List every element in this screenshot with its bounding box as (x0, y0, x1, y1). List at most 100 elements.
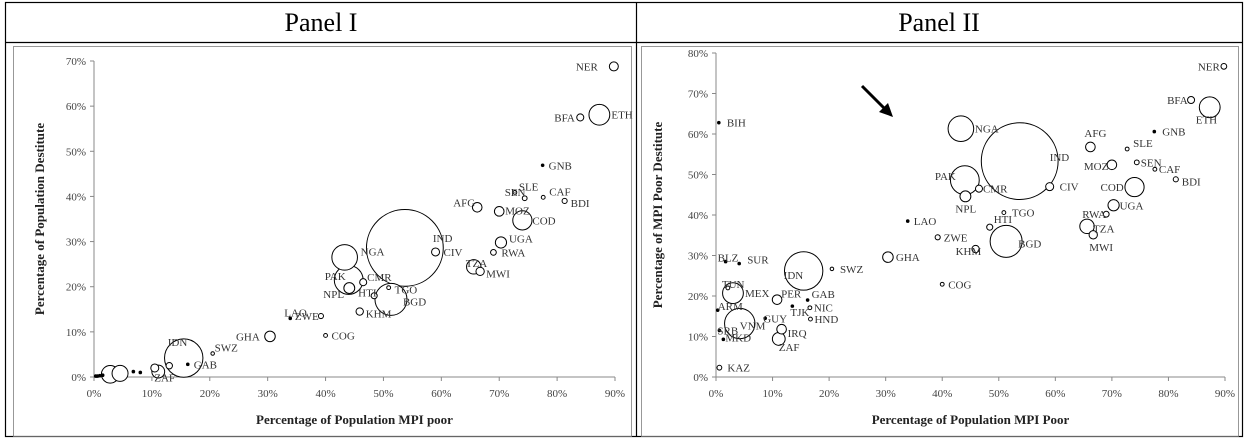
x-tick-label: 80% (547, 388, 567, 400)
point-label-swz: SWZ (215, 343, 239, 355)
data-point-sen (521, 195, 528, 202)
data-point-sen (1133, 159, 1140, 166)
data-point-afg (471, 201, 483, 213)
data-point-afg (1085, 141, 1096, 153)
y-tick-label: 20% (66, 282, 86, 294)
point-label-swz: SWZ (840, 264, 864, 276)
x-tick-label: 0% (87, 388, 102, 400)
data-point (97, 373, 102, 378)
data-point-caf (540, 194, 546, 200)
data-point (111, 364, 129, 382)
data-point-swz (829, 266, 835, 272)
annotation-arrow (860, 84, 893, 117)
x-tick-label: 50% (989, 388, 1009, 400)
point-label-nga: NGA (361, 246, 385, 258)
x-tick-label: 80% (1158, 388, 1178, 400)
point-label-npl: NPL (323, 289, 344, 301)
data-point-bih (717, 120, 721, 125)
x-tick-label: 30% (876, 388, 896, 400)
data-point-rwa (1102, 210, 1110, 218)
point-label-bfa: BFA (554, 112, 575, 124)
data-point-hti (370, 292, 378, 300)
point-label-afg: AFG (453, 197, 475, 209)
data-point-khm (355, 307, 364, 316)
point-label-bdi: BDI (571, 198, 590, 210)
data-point-hti (986, 223, 994, 231)
point-label-idn: IDN (784, 270, 804, 282)
x-axis-title: Percentage of Population MPI Poor (872, 412, 1070, 427)
y-axis-title: Percentage of MPI Poor Destitute (650, 122, 665, 309)
point-label-bfa: BFA (1167, 95, 1188, 107)
point-label-blz: BLZ (718, 253, 739, 265)
data-point-cmr (974, 184, 984, 193)
data-point-swz (210, 351, 215, 356)
point-label-khm: KHM (956, 246, 982, 258)
data-point-cmr (359, 278, 368, 287)
point-label-per: PER (781, 289, 802, 301)
point-label-tjk: TJK (790, 307, 809, 319)
data-point-ind (365, 208, 444, 287)
data-point-gnb (1152, 129, 1157, 134)
data-point-nic (807, 305, 813, 311)
data-point-ind (980, 122, 1059, 201)
data-point-sle (512, 189, 518, 195)
data-point-cod (512, 210, 533, 231)
point-label-nic: NIC (814, 303, 833, 315)
y-tick-label: 60% (66, 101, 86, 113)
data-point-vnm (724, 307, 756, 340)
point-label-cmr: CMR (983, 184, 1008, 196)
y-tick-label: 0% (71, 372, 86, 384)
data-point-zwe (317, 312, 324, 320)
point-label-ind: IND (433, 233, 453, 245)
x-tick-label: 60% (1045, 388, 1065, 400)
point-label-bih: BIH (727, 118, 746, 130)
point-label-bgd: BGD (403, 296, 426, 308)
panel-2-plot: 0% 10% 20% 30% 40% 50% 60% 70% 80% 90% 0% 10% 20% 30%… (650, 48, 1235, 427)
data-point-tza (1079, 218, 1095, 235)
data-point-eth (588, 103, 611, 126)
point-label-mwi: MWI (486, 268, 510, 280)
data-point-khm (971, 244, 980, 254)
data-point-moz (1106, 159, 1118, 171)
point-label-hti: HTI (358, 288, 377, 300)
data-point-irq (776, 323, 787, 335)
point-label-bgd: BGD (1018, 238, 1041, 250)
point-label-tun: TUN (722, 279, 745, 291)
data-point-srb (717, 328, 722, 333)
y-tick-label: 20% (688, 291, 708, 303)
data-point-sur (737, 261, 741, 266)
point-label-zwe: ZWE (944, 232, 968, 244)
y-tick-label: 30% (66, 237, 86, 249)
x-tick-label: 10% (762, 388, 782, 400)
point-label-civ: CIV (1060, 182, 1079, 194)
data-point (100, 373, 105, 377)
panel-1-title: Panel I (285, 8, 358, 37)
data-point-npl (959, 190, 972, 203)
x-axis-title: Percentage of Population MPI poor (256, 412, 453, 427)
data-point-ner (608, 61, 619, 72)
point-label-hnd: HND (814, 314, 838, 326)
point-label-cmr: CMR (367, 272, 392, 284)
data-point-civ (1045, 182, 1055, 192)
point-label-arm: ARM (718, 301, 743, 313)
point-label-uga: UGA (1120, 200, 1144, 212)
point-label-caf: CAF (549, 186, 570, 198)
point-label-gha: GHA (896, 252, 920, 264)
data-point-eth (1198, 96, 1221, 119)
y-tick-label: 70% (66, 56, 86, 68)
point-label-moz: MOZ (1084, 161, 1109, 173)
y-tick-label: 50% (688, 170, 708, 182)
data-point-civ (431, 247, 441, 257)
point-label-zaf: ZAF (154, 373, 175, 385)
data-point-mwi (1088, 230, 1098, 240)
data-point (138, 370, 143, 375)
point-label-tza: TZA (466, 258, 487, 270)
data-point-bgd (374, 282, 408, 316)
y-tick-label: 40% (688, 210, 708, 222)
x-tick-label: 40% (315, 388, 335, 400)
data-point-idn (164, 338, 204, 378)
data-point-nga (331, 244, 358, 271)
point-label-sle: SLE (1133, 138, 1153, 150)
point-label-cog: COG (948, 279, 971, 291)
